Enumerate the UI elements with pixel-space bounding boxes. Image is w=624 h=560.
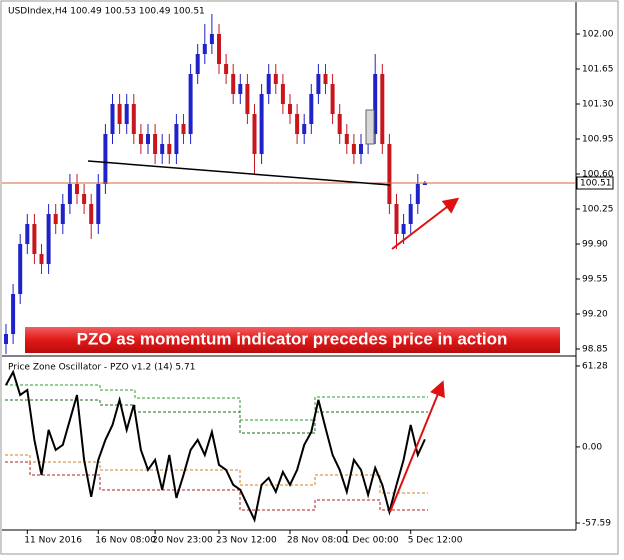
candle-body (160, 144, 165, 154)
candle-body (11, 294, 16, 334)
candle-body (359, 144, 363, 154)
candle-body (67, 184, 72, 204)
oscillator-arrow (389, 380, 445, 513)
y-tick-label: 100.95 (582, 135, 614, 145)
y-tick-label: 99.20 (582, 310, 608, 320)
candle-body (53, 214, 58, 224)
candle-body (380, 74, 385, 144)
candle-body (124, 104, 129, 124)
candle-body (32, 224, 37, 254)
oscillator-title: Price Zone Oscillator - PZO v1.2 (14) 5.… (8, 363, 195, 373)
candle-body (39, 254, 44, 264)
candle-body (195, 54, 200, 74)
candle-body (387, 144, 392, 204)
candle-body (408, 204, 413, 224)
candle-body (316, 74, 321, 94)
candle-body (117, 104, 122, 124)
candle-body (188, 74, 193, 134)
candle-body (60, 204, 65, 224)
candle-body (309, 94, 314, 124)
candle-body (224, 64, 229, 74)
y-tick-label: 98.85 (582, 345, 608, 355)
price-arrow (391, 197, 460, 250)
candle-body (231, 74, 236, 94)
last-price-box (576, 176, 614, 190)
candle-body (344, 134, 349, 144)
y-tick-label: 102.00 (582, 30, 614, 40)
x-tick-label: 1 Dec 00:00 (344, 536, 399, 546)
y-tick-label: 100.60 (582, 170, 614, 180)
annotation-text: PZO as momentum indicator precedes price… (77, 329, 508, 348)
x-tick-label: 28 Nov 08:00 (287, 536, 348, 546)
candle-body (422, 183, 427, 185)
last-price-label: 100.51 (580, 179, 612, 189)
candle-body (82, 194, 87, 204)
x-tick-label: 11 Nov 2016 (24, 536, 82, 546)
candle-body (238, 84, 243, 94)
candle-body (96, 184, 101, 224)
candle-body (302, 124, 307, 134)
candle-body (266, 74, 271, 94)
x-tick-label: 5 Dec 12:00 (408, 536, 463, 546)
candle-body (89, 204, 94, 224)
candle-body (245, 84, 250, 114)
candle-body (415, 184, 420, 204)
candle-body (167, 144, 172, 154)
candle-body (103, 134, 108, 184)
x-tick-label: 16 Nov 08:00 (95, 536, 156, 546)
y-tick-label: 101.65 (582, 65, 614, 75)
candle-body (330, 84, 335, 114)
candle-body (259, 94, 264, 154)
candle-body (18, 244, 23, 294)
candle-body (394, 204, 399, 234)
candle-body (181, 124, 186, 134)
y-tick-label: 101.30 (582, 100, 614, 110)
upper-level (5, 384, 428, 421)
candle-body (273, 74, 278, 84)
candle-body (4, 334, 8, 344)
candle-body (217, 34, 221, 64)
candle-body (280, 84, 285, 104)
x-tick-label: 20 Nov 23:00 (152, 536, 213, 546)
candle-body (373, 74, 378, 134)
y-tick-label: 0.00 (582, 442, 602, 452)
annotation-banner (25, 327, 560, 353)
candle-body (131, 104, 136, 134)
candle-body (323, 74, 328, 84)
candle-body (174, 124, 179, 154)
candle-body (25, 224, 30, 244)
candle-body (252, 114, 257, 154)
y-tick-label: 61.28 (582, 361, 608, 371)
y-tick-label: 99.90 (582, 240, 608, 250)
candle-body (351, 144, 356, 154)
candle-body (46, 214, 51, 264)
symbol-header: USDIndex,H4 100.49 100.53 100.49 100.51 (8, 7, 205, 17)
candle-body (337, 114, 342, 134)
lower-level-2 (5, 461, 428, 511)
y-tick-label: 99.55 (582, 275, 608, 285)
candle-body (153, 134, 158, 154)
highlight-box (365, 109, 375, 145)
candle-body (138, 134, 143, 144)
candle-body (209, 34, 214, 44)
x-tick-label: 23 Nov 12:00 (216, 536, 277, 546)
candle-body (110, 104, 115, 134)
candle-body (146, 134, 150, 144)
neckline (87, 160, 391, 186)
candle-body (75, 184, 79, 194)
y-tick-label: -57.59 (582, 518, 611, 528)
candle-body (288, 104, 292, 114)
oscillator-line (5, 369, 426, 523)
candle-body (401, 224, 406, 234)
y-tick-label: 100.25 (582, 205, 614, 215)
candle-body (202, 44, 207, 54)
candle-body (295, 114, 300, 134)
upper-level-2 (5, 399, 428, 434)
